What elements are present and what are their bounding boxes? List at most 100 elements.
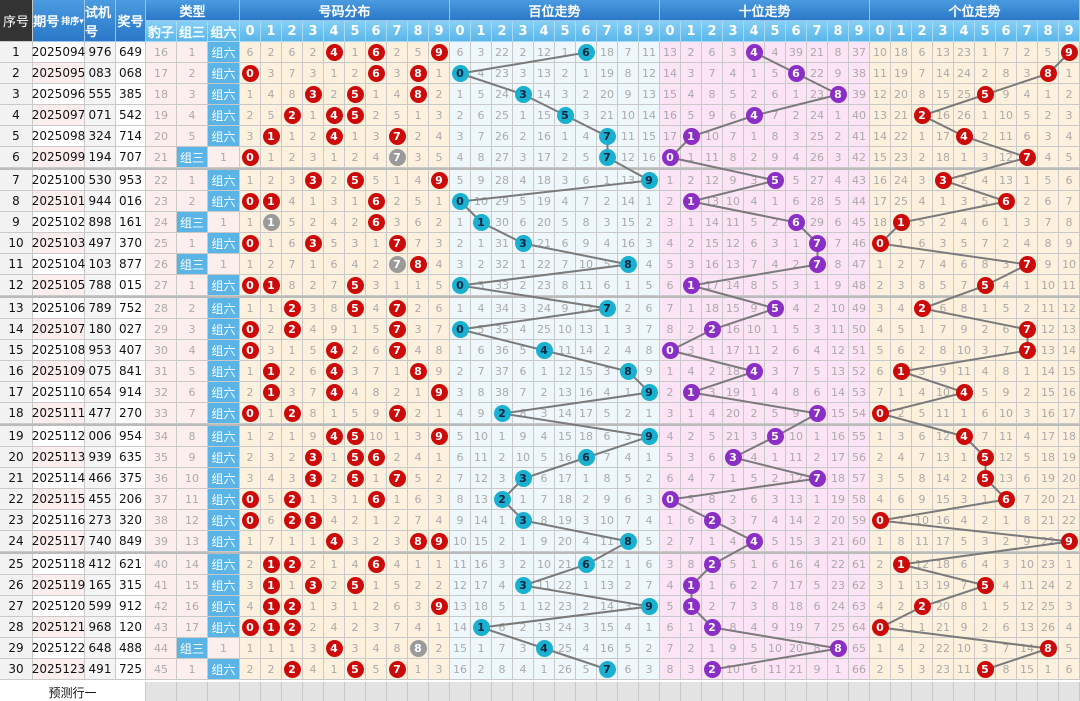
predict-cell[interactable] [450, 682, 471, 701]
predict-cell[interactable] [828, 682, 849, 701]
predict-cell[interactable] [303, 682, 324, 701]
predict-cell[interactable] [1017, 682, 1038, 701]
dist-cell: 1 [324, 147, 345, 168]
bai-cell: 4 [534, 426, 555, 447]
predict-cell[interactable] [639, 682, 660, 701]
predict-cell[interactable] [177, 682, 208, 701]
dist-cell: 1 [408, 382, 429, 403]
predict-cell[interactable] [702, 682, 723, 701]
ge-cell: 6 [996, 319, 1017, 340]
predict-cell[interactable] [555, 682, 576, 701]
predict-cell[interactable] [996, 682, 1017, 701]
predict-cell[interactable] [891, 682, 912, 701]
bai-cell: 20 [534, 212, 555, 233]
shi-hit-ball: 7 [808, 255, 826, 273]
sort-button[interactable]: 排序▾ [61, 17, 84, 27]
dist-cell: 1 [240, 426, 261, 447]
dist-hit-ball: 1 [262, 213, 280, 231]
predict-cell[interactable] [240, 682, 261, 701]
predict-cell[interactable] [261, 682, 282, 701]
predict-cell[interactable] [408, 682, 429, 701]
predict-cell[interactable] [387, 682, 408, 701]
header-shi-digit: 7 [807, 21, 828, 42]
bai-cell: 16 [576, 382, 597, 403]
ge-cell: 6 [933, 298, 954, 319]
shi-cell: 3 [765, 361, 786, 382]
predict-cell[interactable] [681, 682, 702, 701]
predict-cell[interactable] [534, 682, 555, 701]
header-ge-digit: 1 [891, 21, 912, 42]
ge-cell: 2 [912, 596, 933, 617]
predict-cell[interactable] [492, 682, 513, 701]
predict-cell[interactable] [513, 682, 534, 701]
predict-cell[interactable] [282, 682, 303, 701]
dist-cell: 5 [345, 575, 366, 596]
predict-cell[interactable] [324, 682, 345, 701]
predict-cell[interactable] [1038, 682, 1059, 701]
predict-cell[interactable] [597, 682, 618, 701]
predict-cell[interactable] [744, 682, 765, 701]
dist-cell: 1 [261, 275, 282, 296]
predict-cell[interactable] [345, 682, 366, 701]
ge-cell: 4 [954, 382, 975, 403]
ge-cell: 1 [912, 126, 933, 147]
predict-cell[interactable] [933, 682, 954, 701]
bai-cell: 9 [576, 233, 597, 254]
row-seq: 20 [0, 447, 33, 468]
ge-cell: 1 [870, 531, 891, 552]
ge-cell: 9 [1038, 254, 1059, 275]
shi-hit-ball: 8 [829, 639, 847, 657]
predict-cell[interactable] [975, 682, 996, 701]
ge-cell: 9 [933, 361, 954, 382]
predict-cell[interactable] [576, 682, 597, 701]
predict-cell[interactable] [870, 682, 891, 701]
predict-cell[interactable] [618, 682, 639, 701]
row-draw-number: 027 [116, 319, 146, 340]
row-test-number: 180 [85, 319, 116, 340]
shi-cell: 4 [744, 361, 765, 382]
predict-cell[interactable] [660, 682, 681, 701]
ge-cell: 9 [954, 319, 975, 340]
predict-cell[interactable] [723, 682, 744, 701]
row-seq: 5 [0, 126, 33, 147]
predict-cell[interactable] [912, 682, 933, 701]
ge-cell: 7 [891, 510, 912, 531]
dist-cell: 2 [408, 575, 429, 596]
predict-cell[interactable] [807, 682, 828, 701]
predict-cell[interactable] [208, 682, 240, 701]
predict-cell[interactable] [146, 682, 177, 701]
ge-cell: 5 [891, 319, 912, 340]
shi-cell: 2 [744, 575, 765, 596]
predict-cell[interactable] [1059, 682, 1080, 701]
bai-cell: 13 [618, 170, 639, 191]
row-test-number: 599 [85, 596, 116, 617]
ge-cell: 23 [933, 659, 954, 680]
dist-cell: 2 [261, 170, 282, 191]
bai-cell: 26 [492, 126, 513, 147]
dist-cell: 4 [324, 212, 345, 233]
bai-cell: 16 [534, 126, 555, 147]
ge-cell: 3 [933, 233, 954, 254]
ge-cell: 7 [954, 275, 975, 296]
predict-cell[interactable] [429, 682, 450, 701]
predict-cell[interactable] [765, 682, 786, 701]
dist-cell: 1 [282, 531, 303, 552]
shi-cell: 5 [807, 361, 828, 382]
predict-cell[interactable] [849, 682, 870, 701]
predict-cell[interactable] [786, 682, 807, 701]
shi-cell: 6 [681, 510, 702, 531]
shi-cell: 3 [744, 596, 765, 617]
predict-cell[interactable] [366, 682, 387, 701]
header-period[interactable]: 期号 排序▾ [33, 0, 85, 42]
bai-cell: 8 [576, 212, 597, 233]
row-baozi-omission: 36 [146, 468, 177, 489]
dist-cell: 1 [240, 361, 261, 382]
predict-cell[interactable] [954, 682, 975, 701]
predict-cell[interactable] [471, 682, 492, 701]
dist-cell: 6 [366, 447, 387, 468]
ge-cell: 8 [1017, 510, 1038, 531]
row-test-number: 898 [85, 212, 116, 233]
row-period: 2025115 [32, 489, 85, 510]
shi-hit-ball: 7 [808, 234, 826, 252]
dist-cell: 1 [387, 489, 408, 510]
